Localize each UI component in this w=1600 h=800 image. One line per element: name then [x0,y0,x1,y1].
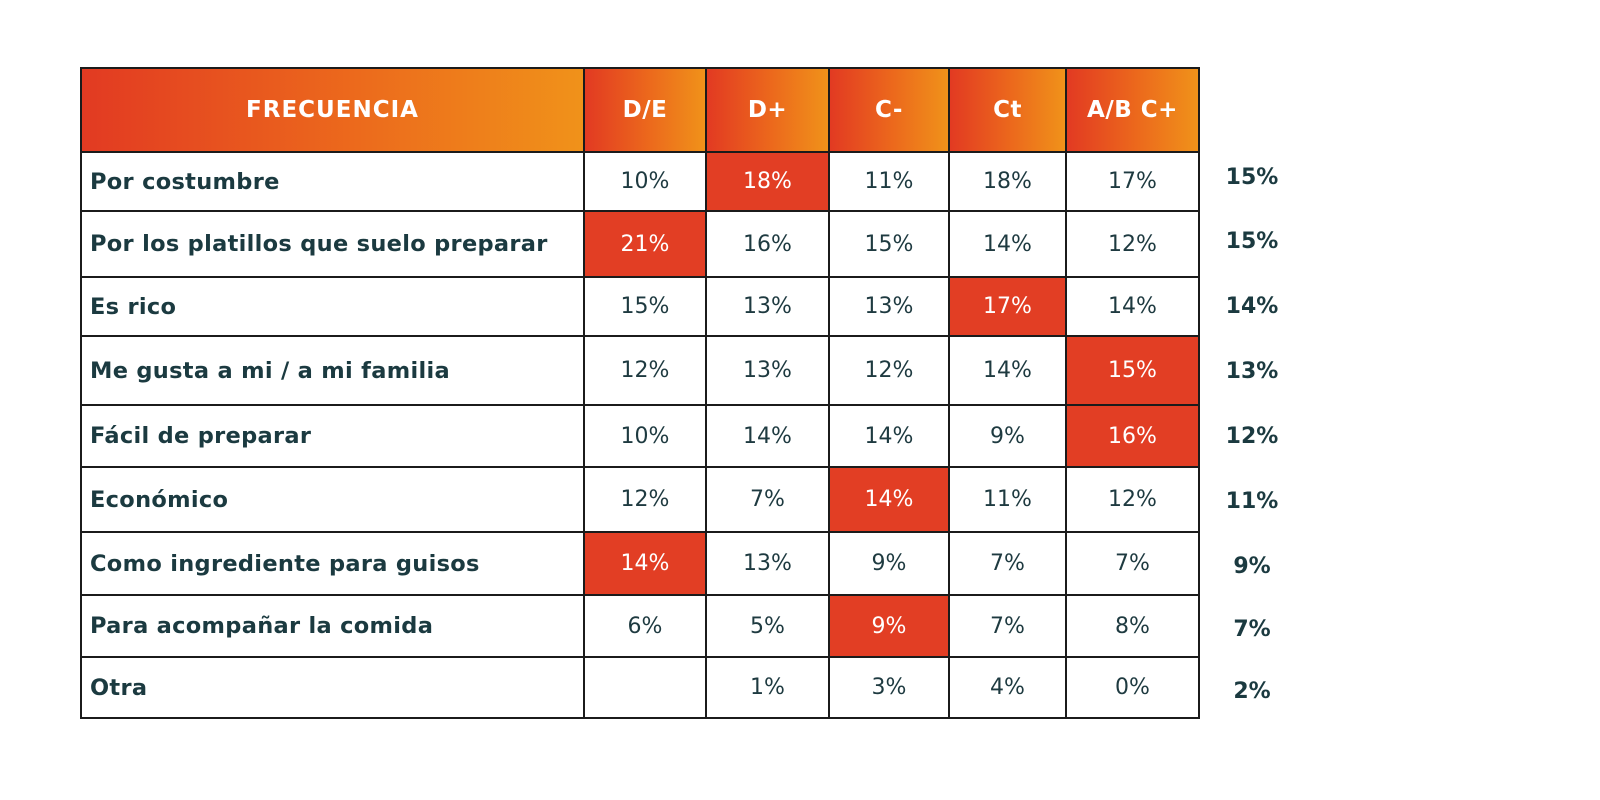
table-cell: 14% [705,404,830,468]
table-cell: 10% [583,404,707,468]
row-label: Por los platillos que suelo preparar [80,210,585,278]
table-cell: 15% [828,210,950,278]
table-row: Económico 12% 7% 14% 11% 12% [80,466,1200,533]
row-total-value: 15% [1225,165,1279,190]
table-row: Como ingrediente para guisos 14% 13% 9% 7% 7% [80,531,1200,596]
table-cell: 3% [828,656,950,719]
table-row: Otra 1% 3% 4% 0% [80,656,1200,719]
header-row: FRECUENCIA D/E D+ C- Ct A/B C+ [80,67,1200,153]
row-total-value: 7% [1233,617,1271,642]
table-cell: 11% [828,151,950,212]
row-label: Me gusta a mi / a mi familia [80,335,585,406]
table-row: Fácil de preparar 10% 14% 14% 9% 16% [80,404,1200,468]
row-total-value: 9% [1233,554,1271,579]
table-cell: 16% [1065,404,1200,468]
row-total-value: 12% [1225,424,1279,449]
table-cell: 12% [1065,466,1200,533]
table-cell: 13% [828,276,950,337]
table-cell: 12% [583,335,707,406]
frequency-table-container: FRECUENCIA D/E D+ C- Ct A/B C+ Por costu… [80,67,1200,719]
table-cell: 7% [948,594,1067,658]
table-cell: 13% [705,531,830,596]
table-cell: 21% [583,210,707,278]
row-label: Es rico [80,276,585,337]
table-row: Por costumbre 10% 18% 11% 18% 17% [80,151,1200,212]
row-total-value: 13% [1225,359,1279,384]
table-cell: 7% [948,531,1067,596]
column-header-ct: Ct [948,67,1067,153]
row-label: Para acompañar la comida [80,594,585,658]
table-cell: 14% [828,404,950,468]
table-cell: 10% [583,151,707,212]
table-cell: 15% [1065,335,1200,406]
table-cell: 18% [705,151,830,212]
table-cell: 14% [583,531,707,596]
table-cell: 16% [705,210,830,278]
table-cell: 1% [705,656,830,719]
table-cell: 15% [583,276,707,337]
column-header-de: D/E [583,67,707,153]
table-cell: 8% [1065,594,1200,658]
table-cell: 7% [1065,531,1200,596]
table-cell: 11% [948,466,1067,533]
table-row: Para acompañar la comida 6% 5% 9% 7% 8% [80,594,1200,658]
row-total-value: 2% [1233,679,1271,704]
table-cell [583,656,707,719]
column-header-dplus: D+ [705,67,830,153]
table-row: Por los platillos que suelo preparar 21% 1… [80,210,1200,278]
table-row: Me gusta a mi / a mi familia 12% 13% 12% 14%… [80,335,1200,406]
row-label: Otra [80,656,585,719]
row-label: Fácil de preparar [80,404,585,468]
table-cell: 5% [705,594,830,658]
row-label: Económico [80,466,585,533]
table-cell: 12% [828,335,950,406]
row-total-value: 14% [1225,294,1279,319]
table-cell: 17% [948,276,1067,337]
frequency-table: FRECUENCIA D/E D+ C- Ct A/B C+ Por costu… [80,67,1200,719]
table-body: Por costumbre 10% 18% 11% 18% 17% Por los plat… [80,151,1200,719]
table-cell: 14% [1065,276,1200,337]
row-label: Como ingrediente para guisos [80,531,585,596]
table-row: Es rico 15% 13% 13% 17% 14% [80,276,1200,337]
table-cell: 14% [828,466,950,533]
table-cell: 13% [705,335,830,406]
table-cell: 9% [828,594,950,658]
table-cell: 18% [948,151,1067,212]
column-header-cminus: C- [828,67,950,153]
table-cell: 4% [948,656,1067,719]
table-cell: 12% [1065,210,1200,278]
table-cell: 14% [948,210,1067,278]
table-cell: 6% [583,594,707,658]
table-cell: 9% [948,404,1067,468]
table-cell: 0% [1065,656,1200,719]
table-cell: 12% [583,466,707,533]
table-cell: 14% [948,335,1067,406]
table-cell: 7% [705,466,830,533]
column-header-frecuencia: FRECUENCIA [80,67,585,153]
row-total-value: 15% [1225,229,1279,254]
table-cell: 9% [828,531,950,596]
row-total-value: 11% [1225,489,1279,514]
table-cell: 17% [1065,151,1200,212]
table-cell: 13% [705,276,830,337]
row-label: Por costumbre [80,151,585,212]
column-header-abcplus: A/B C+ [1065,67,1200,153]
